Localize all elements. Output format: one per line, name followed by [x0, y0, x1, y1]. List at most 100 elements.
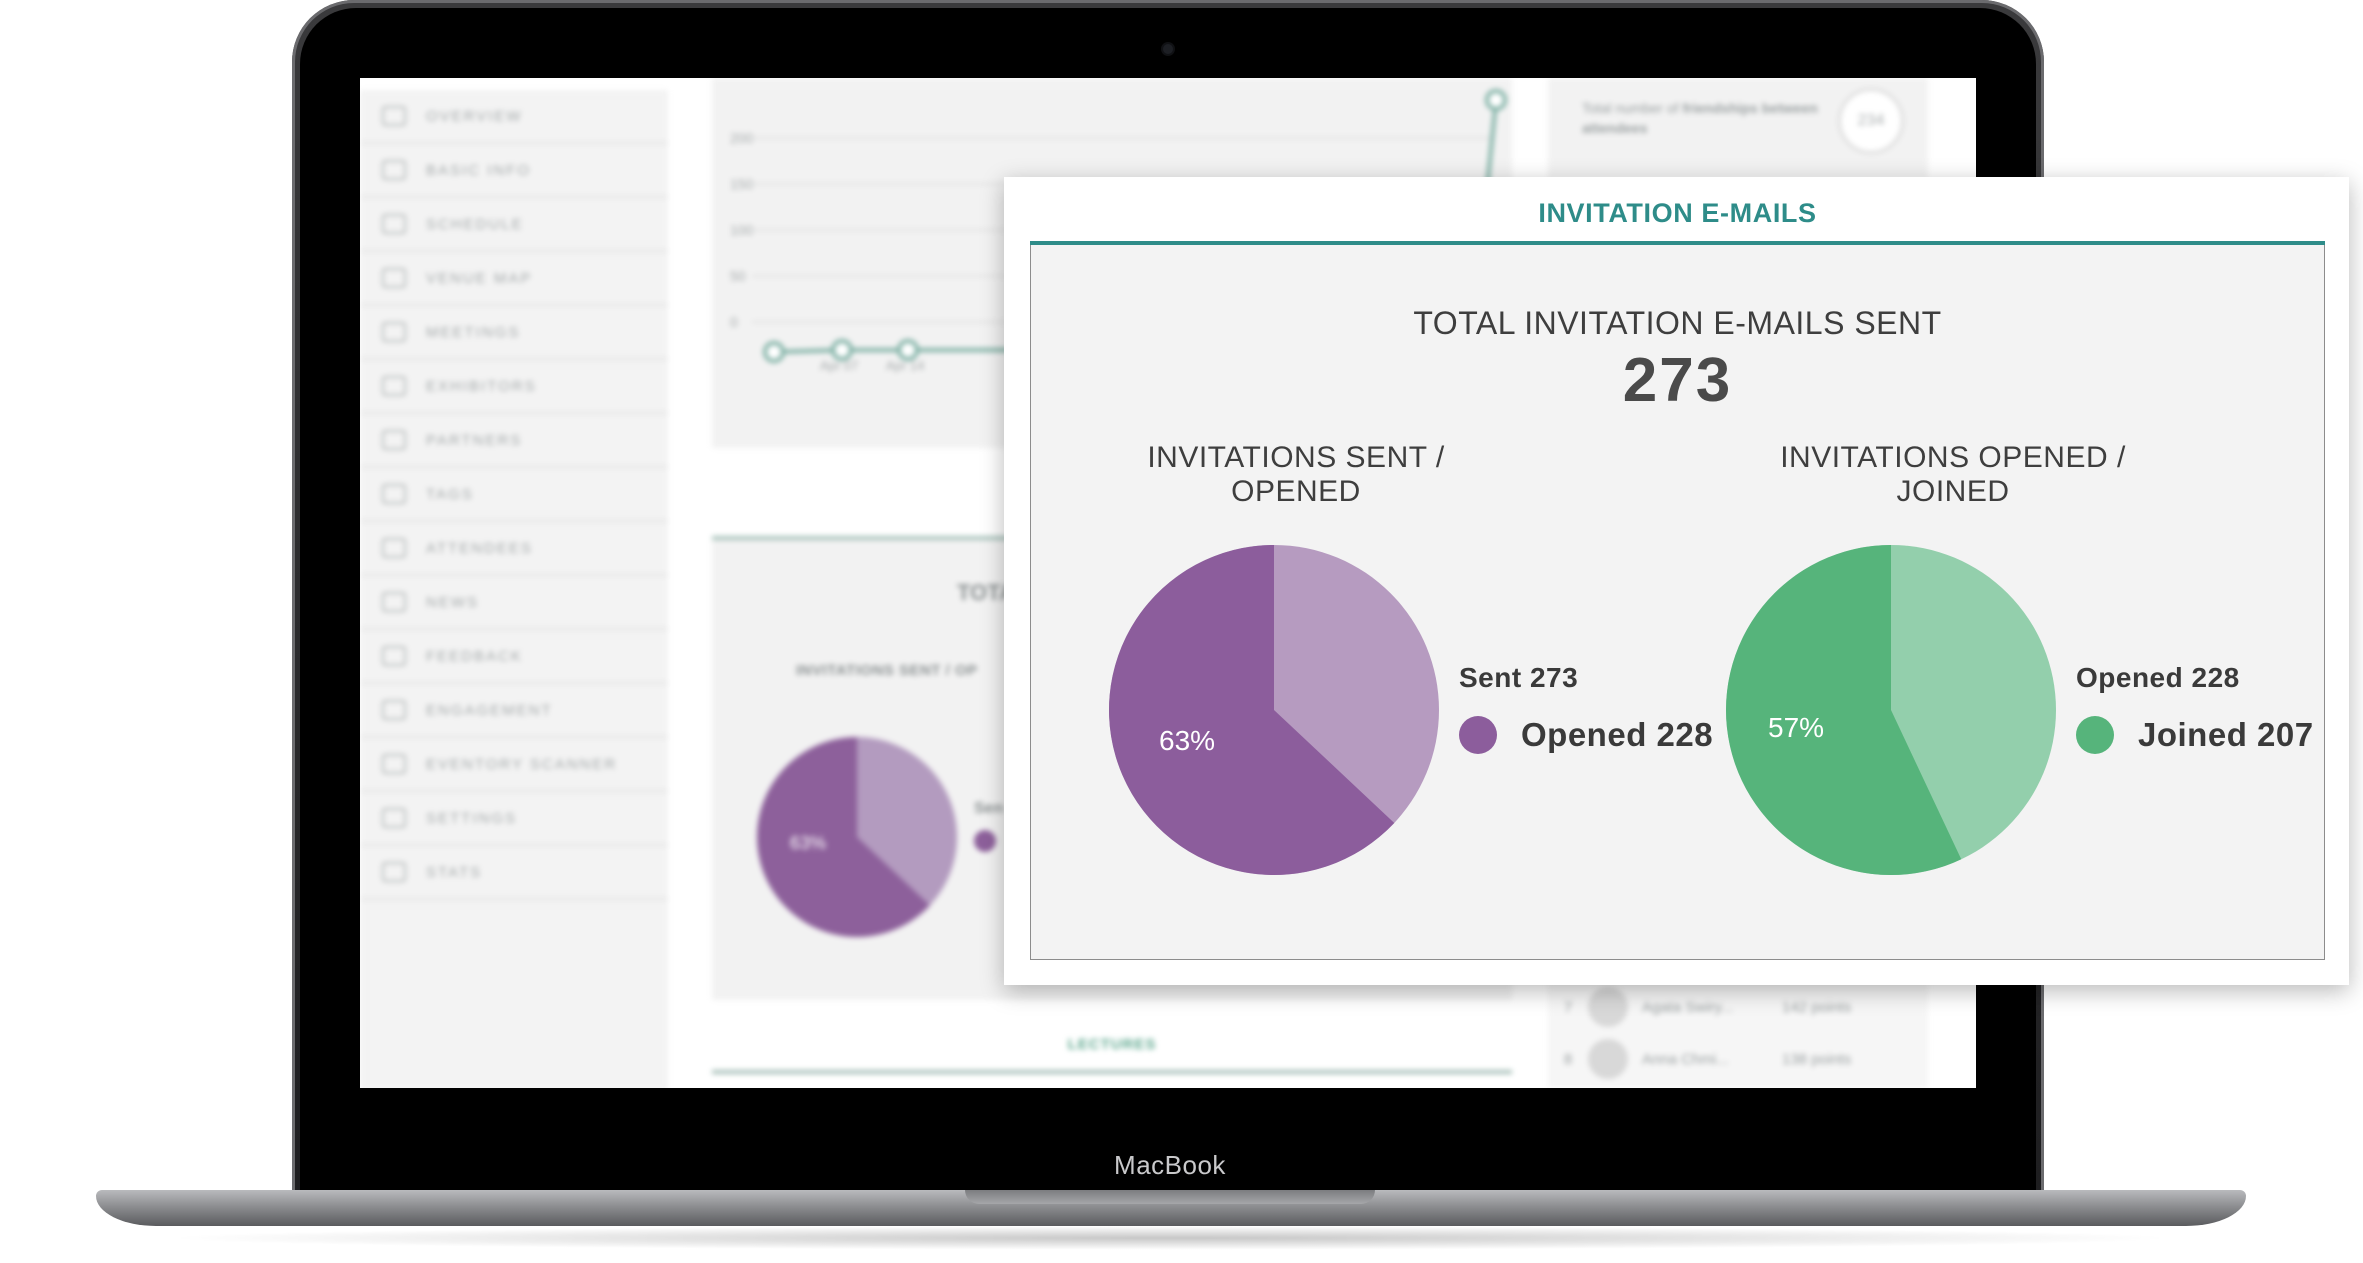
- avatar: [1588, 1039, 1628, 1079]
- macbook-label: MacBook: [1114, 1150, 1226, 1180]
- calendar-icon: [382, 214, 406, 234]
- engagement-icon: [382, 700, 406, 720]
- leaderboard-name: Anna Chmi...: [1642, 1050, 1729, 1068]
- meetings-icon: [382, 322, 406, 342]
- sidebar-item-stats[interactable]: STATS: [360, 846, 668, 900]
- sidebar-item-engagement[interactable]: ENGAGEMENT: [360, 684, 668, 738]
- sidebar-item-label: STATS: [426, 863, 483, 881]
- stat-text-prefix: Total number of: [1582, 100, 1679, 116]
- sidebar-item-label: ATTENDEES: [426, 539, 533, 557]
- map-icon: [382, 268, 406, 288]
- attendees-icon: [382, 538, 406, 558]
- sidebar-item-schedule[interactable]: SCHEDULE: [360, 198, 668, 252]
- sidebar-item-label: SCHEDULE: [426, 215, 524, 233]
- sidebar-item-label: EXHIBITORS: [426, 377, 537, 395]
- legend-dot-opened: [1459, 716, 1497, 754]
- sidebar-item-news[interactable]: NEWS: [360, 576, 668, 630]
- pie-title-opened-joined: INVITATIONS OPENED / JOINED: [1780, 441, 2126, 508]
- card-body: TOTAL INVITATION E-MAILS SENT 273 INVITA…: [1030, 245, 2325, 960]
- total-sent-value: 273: [1622, 346, 1733, 415]
- sidebar-item-feedback[interactable]: FEEDBACK: [360, 630, 668, 684]
- lectures-section: LECTURES: [712, 1036, 1512, 1088]
- bg-legend-dot: [974, 830, 996, 852]
- leaderboard-name: Agata Swiry...: [1642, 998, 1734, 1016]
- sidebar-item-label: BASIC INFO: [426, 161, 532, 179]
- sidebar-item-label: NEWS: [426, 593, 479, 611]
- bg-legend-fragment: Sen: [974, 800, 1004, 817]
- sidebar-item-label: VENUE MAP: [426, 269, 533, 287]
- pie-percent-label: 57%: [1768, 712, 1824, 743]
- invitation-emails-card: INVITATION E-MAILS TOTAL INVITATION E-MA…: [1004, 177, 2349, 985]
- bg-card-subtitle: INVITATIONS SENT / OP: [796, 662, 978, 679]
- legend-opened-total: Opened 228: [2076, 662, 2240, 693]
- x-tick-label: Apr 07: [820, 358, 858, 373]
- leaderboard-points: 138 points: [1782, 1050, 1852, 1068]
- sidebar-item-settings[interactable]: SETTINGS: [360, 792, 668, 846]
- sidebar: OVERVIEW BASIC INFO SCHEDULE VENUE MAP MEETI…: [360, 90, 668, 1088]
- pie-slice-joined: [1726, 545, 1962, 875]
- legend-opened-label: Opened 228: [1521, 716, 1714, 753]
- bg-pie-chart: 63%: [756, 737, 957, 937]
- partners-icon: [382, 430, 406, 450]
- sidebar-item-tags[interactable]: TAGS: [360, 468, 668, 522]
- leaderboard-row[interactable]: 8 Anna Chmi... 138 points: [1548, 1036, 1928, 1082]
- info-icon: [382, 160, 406, 180]
- stat-value-circle: 234: [1838, 88, 1904, 154]
- card-title: INVITATION E-MAILS: [1538, 197, 1817, 228]
- friendships-stat-card: Total number of friendships between atte…: [1548, 78, 1928, 178]
- sidebar-item-overview[interactable]: OVERVIEW: [360, 90, 668, 144]
- sidebar-item-label: TAGS: [426, 485, 474, 503]
- total-sent-label: TOTAL INVITATION E-MAILS SENT: [1413, 305, 1942, 341]
- laptop-shadow: [160, 1226, 2180, 1250]
- sidebar-item-venue-map[interactable]: VENUE MAP: [360, 252, 668, 306]
- leaderboard-rank: 7: [1563, 998, 1573, 1016]
- exhibitors-icon: [382, 376, 406, 396]
- camera-dot: [1163, 44, 1173, 54]
- chart-icon: [382, 862, 406, 882]
- pie-chart-opened-joined: 57%: [1726, 545, 2056, 875]
- legend-sent: Sent 273: [1459, 662, 1579, 693]
- sidebar-item-label: OVERVIEW: [426, 107, 523, 125]
- sidebar-item-meetings[interactable]: MEETINGS: [360, 306, 668, 360]
- sidebar-item-basic-info[interactable]: BASIC INFO: [360, 144, 668, 198]
- tag-icon: [382, 484, 406, 504]
- pie-title-sent-opened: INVITATIONS SENT / OPENED: [1147, 441, 1445, 508]
- leaderboard-rank: 8: [1563, 1050, 1573, 1068]
- lectures-title: LECTURES: [1067, 1036, 1157, 1053]
- sidebar-item-partners[interactable]: PARTNERS: [360, 414, 668, 468]
- legend-joined-label: Joined 207: [2138, 716, 2314, 753]
- megaphone-icon: [382, 592, 406, 612]
- line-point: [831, 339, 853, 361]
- pie-chart-sent-opened: 63%: [1109, 545, 1439, 875]
- gear-icon: [382, 808, 406, 828]
- laptop-hinge-notch: [965, 1190, 1375, 1204]
- leaderboard: 7 Agata Swiry... 142 points 8 Anna Chmi... 13…: [1548, 978, 1928, 1088]
- y-tick-label: 0: [730, 314, 738, 330]
- legend-joined: Joined 207: [2076, 716, 2314, 754]
- leaderboard-points: 142 points: [1782, 998, 1852, 1016]
- sidebar-item-label: PARTNERS: [426, 431, 523, 449]
- leaderboard-row[interactable]: 7 Agata Swiry... 142 points: [1548, 984, 1928, 1030]
- bg-pie-pct: 63%: [790, 833, 826, 853]
- lectures-divider: [712, 1070, 1512, 1074]
- x-tick-label: Apr 14: [886, 358, 924, 373]
- stat-text-bold: friendships between attendees: [1582, 100, 1818, 136]
- sidebar-item-attendees[interactable]: ATTENDEES: [360, 522, 668, 576]
- sidebar-item-eventory-scanner[interactable]: EVENTORY SCANNER: [360, 738, 668, 792]
- pie-slice-opened: [1109, 545, 1395, 875]
- feedback-icon: [382, 646, 406, 666]
- sidebar-item-exhibitors[interactable]: EXHIBITORS: [360, 360, 668, 414]
- home-icon: [382, 106, 406, 126]
- pie-percent-label: 63%: [1159, 725, 1215, 756]
- sidebar-item-label: MEETINGS: [426, 323, 521, 341]
- y-tick-label: 50: [730, 268, 746, 284]
- card-header: INVITATION E-MAILS: [1030, 177, 2325, 245]
- sidebar-item-label: SETTINGS: [426, 809, 518, 827]
- y-tick-label: 200: [730, 130, 754, 146]
- scanner-icon: [382, 754, 406, 774]
- line-point: [1485, 89, 1507, 111]
- sidebar-item-label: ENGAGEMENT: [426, 701, 553, 719]
- y-tick-label: 150: [730, 176, 754, 192]
- sidebar-item-label: EVENTORY SCANNER: [426, 755, 618, 773]
- legend-dot-joined: [2076, 716, 2114, 754]
